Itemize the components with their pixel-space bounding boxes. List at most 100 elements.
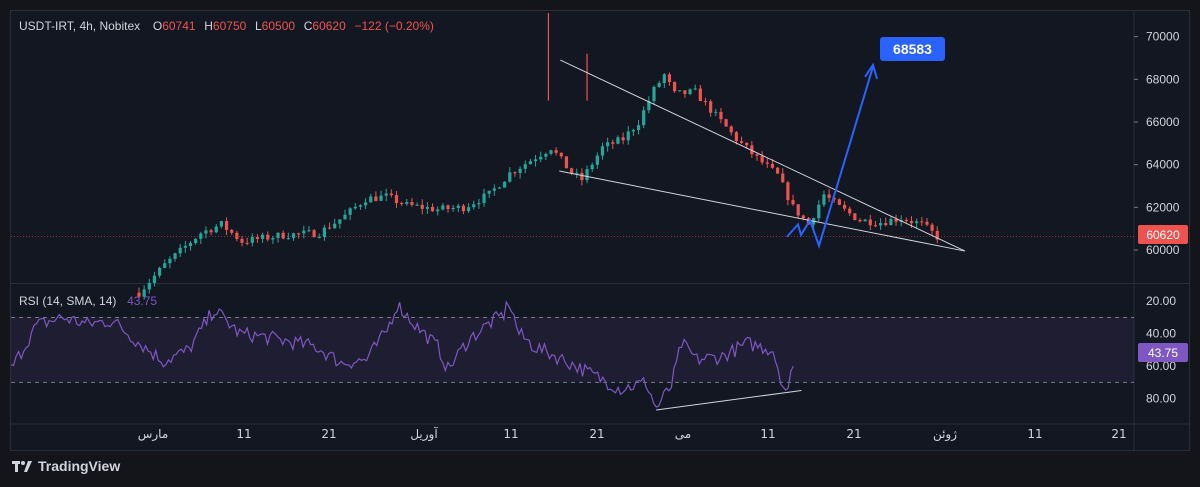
candle-body bbox=[580, 172, 584, 181]
candle-body bbox=[410, 202, 414, 205]
candle-body bbox=[652, 86, 656, 102]
candle-body bbox=[796, 204, 800, 216]
time-tick-label: 21 bbox=[1111, 427, 1126, 441]
candle-body bbox=[348, 208, 352, 215]
candle-body bbox=[482, 193, 486, 204]
candle-body bbox=[600, 146, 605, 156]
price-tick-label: 64000 bbox=[1146, 158, 1180, 172]
candle-body bbox=[224, 221, 229, 230]
candle-body bbox=[554, 150, 558, 153]
time-tick-label: 11 bbox=[236, 427, 251, 441]
candle-body bbox=[714, 111, 718, 113]
tradingview-label: TradingView bbox=[38, 458, 121, 474]
time-tick-label: می bbox=[675, 427, 691, 441]
candle-body bbox=[276, 232, 280, 239]
candle-body bbox=[178, 247, 182, 254]
chart-canvas[interactable]: 60000 62000 64000 66000 68000 70000 80.00 60.00… bbox=[11, 11, 1189, 450]
candle-body bbox=[703, 101, 708, 103]
candle-body bbox=[739, 141, 744, 143]
price-tick-label: 60000 bbox=[1146, 243, 1180, 257]
candle-body bbox=[497, 187, 502, 189]
candle-body bbox=[745, 142, 749, 146]
candle-body bbox=[683, 90, 687, 94]
wedge-upper-trendline bbox=[560, 59, 966, 252]
candle-body bbox=[487, 190, 491, 194]
candle-body bbox=[492, 188, 496, 191]
candle-body bbox=[863, 219, 867, 222]
time-tick-label: 11 bbox=[503, 427, 518, 441]
candle-body bbox=[528, 161, 532, 165]
candle-body bbox=[590, 164, 594, 170]
candle-body bbox=[884, 223, 888, 226]
candle-body bbox=[925, 221, 929, 225]
candle-body bbox=[513, 172, 517, 174]
candle-body bbox=[801, 215, 805, 219]
candle-body bbox=[374, 196, 378, 201]
candle-body bbox=[724, 119, 728, 127]
candle-body bbox=[235, 232, 239, 239]
candle-body bbox=[575, 172, 579, 174]
candle-body bbox=[544, 153, 548, 157]
candle-body bbox=[585, 169, 589, 181]
candle-body bbox=[533, 159, 538, 162]
low-value: 60500 bbox=[261, 19, 296, 33]
candle-body bbox=[729, 126, 733, 133]
candle-body bbox=[168, 258, 172, 264]
close-label: C bbox=[303, 19, 313, 33]
candle-body bbox=[894, 218, 898, 222]
high-value: 60750 bbox=[212, 19, 247, 33]
candle-body bbox=[667, 74, 672, 83]
candle-body bbox=[158, 267, 162, 276]
candle-body bbox=[879, 223, 883, 226]
tradingview-brand[interactable]: TradingView bbox=[12, 458, 120, 474]
candle-body bbox=[327, 227, 332, 229]
candle-body bbox=[817, 204, 821, 219]
candle-body bbox=[827, 194, 831, 198]
ohlc-legend: USDT-IRT, 4h, Nobitex O60741 H60750 L605… bbox=[19, 19, 434, 33]
price-tick-label: 62000 bbox=[1146, 200, 1180, 214]
change-value: −122 (−0.20%) bbox=[354, 19, 434, 33]
candle-body bbox=[394, 195, 399, 203]
candle-body bbox=[770, 163, 775, 168]
candle-body bbox=[822, 194, 826, 205]
candle-body bbox=[389, 193, 393, 196]
candle-body bbox=[307, 230, 311, 232]
candle-body bbox=[539, 156, 543, 160]
candle-body bbox=[904, 220, 908, 222]
projection-path bbox=[786, 66, 874, 249]
candle-body bbox=[281, 232, 285, 239]
candle-body bbox=[338, 219, 342, 224]
candle-body bbox=[240, 238, 244, 243]
candle-body bbox=[760, 155, 764, 163]
candle-body bbox=[698, 88, 702, 102]
candle-body bbox=[152, 275, 157, 283]
candle-body bbox=[564, 156, 569, 169]
candle-body bbox=[549, 150, 553, 154]
time-tick-label: 11 bbox=[1027, 427, 1042, 441]
price-pane bbox=[11, 13, 1134, 300]
candle-body bbox=[472, 204, 476, 208]
candle-body bbox=[333, 223, 337, 229]
candle-body bbox=[271, 238, 275, 240]
candle-body bbox=[188, 243, 193, 247]
price-tick-label: 68000 bbox=[1146, 72, 1180, 86]
candle-body bbox=[214, 226, 218, 233]
chart-container[interactable]: 60000 62000 64000 66000 68000 70000 80.00 60.00… bbox=[10, 10, 1190, 451]
axes: 60000 62000 64000 66000 68000 70000 80.00 60.00… bbox=[138, 30, 1180, 442]
rsi-band-fill bbox=[11, 317, 1134, 383]
rsi-pane bbox=[11, 300, 1134, 408]
candle-body bbox=[230, 229, 234, 233]
candle-body bbox=[611, 142, 615, 144]
last-price-value: 60620 bbox=[1146, 227, 1180, 242]
candle-body bbox=[219, 221, 223, 227]
candle-body bbox=[137, 292, 141, 297]
candle-body bbox=[678, 90, 682, 92]
candle-body bbox=[183, 246, 187, 248]
overlays bbox=[559, 59, 966, 411]
candle-body bbox=[446, 205, 450, 210]
candle-body bbox=[657, 83, 661, 87]
candle-body bbox=[889, 218, 893, 226]
candle-body bbox=[621, 137, 625, 141]
candle-body bbox=[719, 111, 723, 120]
candle-body bbox=[662, 74, 666, 84]
